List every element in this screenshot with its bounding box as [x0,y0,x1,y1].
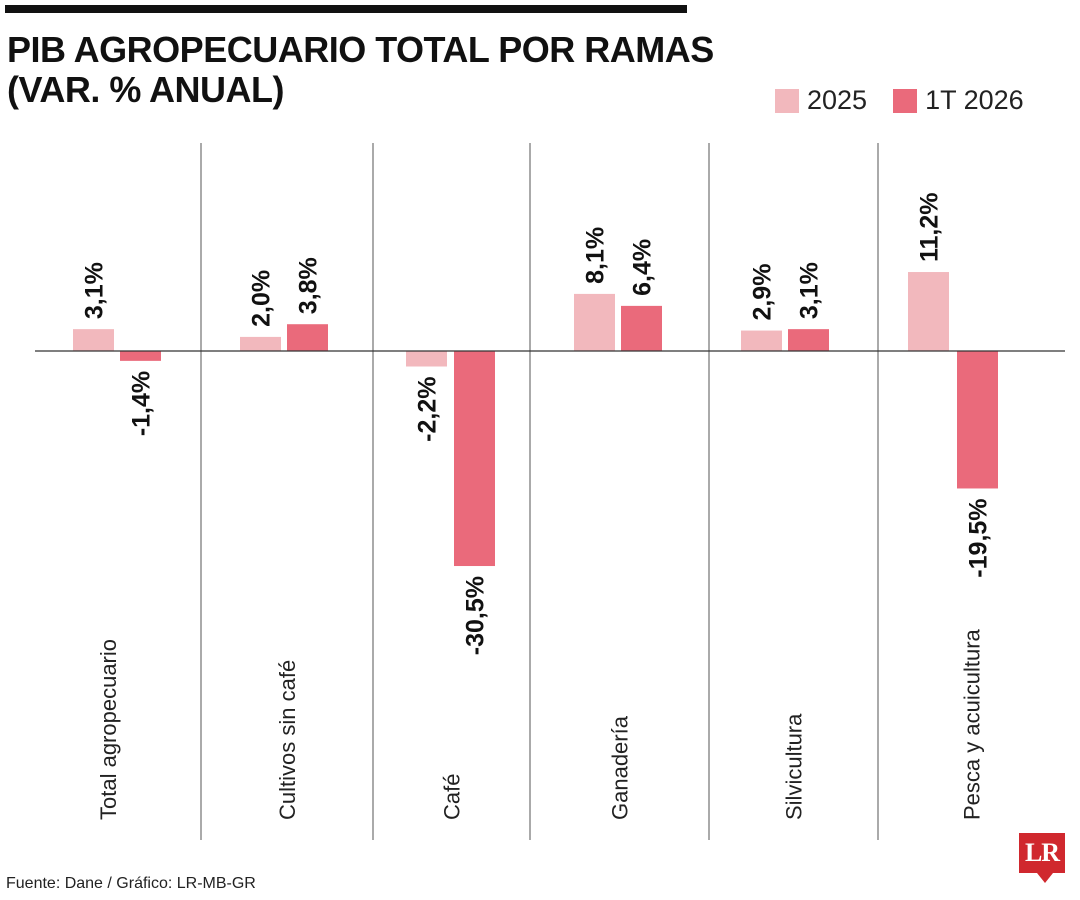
lr-logo-text: LR [1019,833,1065,873]
data-label: 3,1% [81,262,109,319]
bar-1t-2026 [454,351,495,567]
category-label: Cultivos sin café [275,660,300,820]
legend-swatch-2025 [775,88,799,113]
chart-title: PIB AGROPECUARIO TOTAL POR RAMAS (VAR. %… [7,30,714,110]
legend-item-2025: 2025 [775,85,867,116]
bar-2025 [406,351,447,367]
chart-title-line-1: PIB AGROPECUARIO TOTAL POR RAMAS [7,29,714,70]
category-label: Total agropecuario [96,639,121,820]
bar-1t-2026 [957,351,998,489]
source-note: Fuente: Dane / Gráfico: LR-MB-GR [6,875,256,892]
legend-swatch-1t-2026 [893,88,918,113]
data-label: -30,5% [462,576,490,655]
legend: 2025 1T 2026 [775,85,1050,116]
bar-2025 [908,272,949,351]
bar-1t-2026 [621,305,662,351]
bar-1t-2026 [788,329,829,351]
bar-2025 [73,329,114,351]
lr-logo: LR [1019,833,1065,883]
data-label: 3,1% [796,262,824,319]
category-label: Silvicultura [782,713,807,820]
bar-1t-2026 [287,324,328,351]
category-label: Pesca y acuicultura [960,628,985,820]
data-label: 2,9% [749,264,777,321]
legend-label-1t-2026: 1T 2026 [925,85,1024,115]
legend-item-1t-2026: 1T 2026 [893,85,1024,116]
top-rule [5,5,687,13]
category-label: Café [440,774,465,820]
data-label: -2,2% [414,377,442,442]
data-label: 11,2% [916,193,944,263]
lr-logo-tail [1037,873,1053,883]
legend-label-2025: 2025 [807,85,868,115]
data-label: 3,8% [295,257,323,314]
data-label: -19,5% [965,498,993,577]
bar-2025 [574,293,615,351]
category-label: Ganadería [608,715,633,820]
data-label: 6,4% [629,239,657,296]
bar-1t-2026 [120,351,161,361]
chart-title-line-2: (VAR. % ANUAL) [7,69,284,110]
data-label: 8,1% [582,227,610,284]
data-label: 2,0% [248,270,276,327]
bar-2025 [741,330,782,351]
bar-2025 [240,336,281,351]
data-label: -1,4% [128,371,156,436]
